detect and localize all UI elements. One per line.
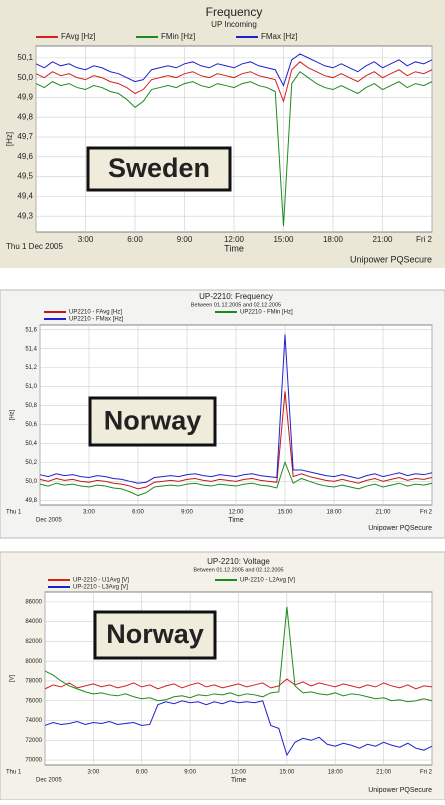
x-tick-label: 15:00	[279, 770, 295, 776]
y-tick-label: 70000	[25, 758, 42, 764]
footer: Unipower PQSecure	[368, 787, 432, 794]
x-tick-label: 21:00	[376, 770, 392, 776]
y-tick-label: 82000	[25, 639, 42, 645]
y-tick-label: 50,8	[25, 403, 37, 409]
x-tick-label: 3:00	[88, 770, 100, 776]
y-tick-label: 51,0	[25, 384, 37, 390]
annotation: Norway	[106, 619, 204, 649]
legend-label: UP-2210 - L3Avg [V]	[73, 585, 128, 591]
x-tick-label: Thu 1	[6, 770, 22, 776]
x-tick-label: 12:00	[231, 770, 247, 776]
y-tick-label: 50,6	[25, 422, 37, 428]
y-tick-label: 49,9	[17, 93, 33, 102]
legend-label: UP2210 - FAvg [Hz]	[69, 310, 122, 316]
chart-title: UP-2210: Voltage	[207, 557, 270, 566]
y-tick-label: 80000	[25, 659, 42, 665]
y-tick-label: 84000	[25, 619, 42, 625]
x-axis-label: Time	[231, 777, 246, 784]
chart-title: UP-2210: Frequency	[199, 292, 273, 301]
x-tick-label: 6:00	[132, 510, 144, 516]
y-tick-label: 72000	[25, 738, 42, 744]
legend-label: UP-2210 - L2Avg [V]	[240, 578, 295, 584]
series-line	[44, 678, 433, 690]
series-line	[39, 460, 433, 497]
chart-subtitle: Between 01.12.2005 and 02.12.2005	[191, 302, 281, 308]
x-tick-label: 21:00	[372, 235, 393, 244]
legend-label: FMax [Hz]	[261, 32, 297, 41]
x-axis-label: Time	[228, 517, 243, 524]
y-tick-label: 49,3	[17, 211, 33, 220]
y-tick-label: 49,5	[17, 172, 33, 181]
legend-label: UP2210 - FMax [Hz]	[69, 317, 124, 323]
date-note: Dec 2005	[36, 518, 62, 524]
x-tick-label: 6:00	[127, 235, 143, 244]
y-tick-label: 49,6	[17, 152, 33, 161]
y-axis-label: [V]	[10, 675, 16, 683]
x-tick-label: 18:00	[323, 235, 344, 244]
y-tick-label: 86000	[25, 599, 42, 605]
series-line	[35, 61, 433, 104]
y-tick-label: 51,4	[25, 346, 37, 352]
series-line	[35, 53, 433, 87]
legend-label: UP2210 - FMin [Hz]	[240, 310, 293, 316]
annotation-box	[88, 396, 217, 447]
x-tick-label: 9:00	[177, 235, 193, 244]
x-tick-label: 21:00	[375, 510, 391, 516]
date-note: Dec 2005	[36, 778, 62, 784]
annotation: Sweden	[108, 153, 210, 183]
y-tick-label: 50,2	[25, 460, 37, 466]
y-tick-label: 49,8	[25, 498, 37, 504]
x-tick-label: 12:00	[224, 235, 245, 244]
x-tick-label: Thu 1 Dec 2005	[6, 242, 63, 251]
y-axis-label: [Hz]	[5, 132, 14, 146]
y-tick-label: 50,0	[25, 479, 37, 485]
x-tick-label: 6:00	[136, 770, 148, 776]
footer: Unipower PQSecure	[368, 525, 432, 532]
y-tick-label: 49,4	[17, 191, 33, 200]
y-tick-label: 50,4	[25, 441, 37, 447]
series-line	[44, 700, 433, 757]
y-tick-label: 50,0	[17, 73, 33, 82]
footer: Unipower PQSecure	[350, 254, 432, 264]
chart-subtitle: Between 01.12.2005 and 02.12.2005	[193, 567, 283, 573]
annotation: Norway	[104, 406, 202, 436]
x-tick-label: 3:00	[78, 235, 94, 244]
x-tick-label: Fri 2	[416, 235, 433, 244]
annotation-box	[93, 610, 217, 660]
series-line	[44, 606, 433, 703]
legend-label: FMin [Hz]	[161, 32, 195, 41]
x-tick-label: Fri 2	[420, 770, 433, 776]
x-tick-label: 9:00	[181, 510, 193, 516]
y-tick-label: 49,7	[17, 132, 33, 141]
x-tick-label: 15:00	[273, 235, 294, 244]
legend-label: FAvg [Hz]	[61, 32, 96, 41]
legend-label: UP-2210 - U1Avg [V]	[73, 578, 129, 584]
y-tick-label: 74000	[25, 718, 42, 724]
series-line	[39, 334, 433, 484]
series-line	[39, 391, 433, 490]
y-tick-label: 50,1	[17, 53, 33, 62]
x-tick-label: 15:00	[277, 510, 293, 516]
x-tick-label: 9:00	[184, 770, 196, 776]
x-tick-label: 12:00	[228, 510, 244, 516]
series-line	[35, 71, 433, 227]
y-tick-label: 76000	[25, 698, 42, 704]
y-tick-label: 49,8	[17, 112, 33, 121]
x-axis-label: Time	[224, 243, 244, 253]
x-tick-label: 18:00	[326, 510, 342, 516]
x-tick-label: Thu 1	[6, 510, 22, 516]
x-tick-label: 18:00	[328, 770, 344, 776]
x-tick-label: Fri 2	[420, 510, 433, 516]
x-tick-label: 3:00	[83, 510, 95, 516]
y-tick-label: 51,2	[25, 365, 37, 371]
chart-subtitle: UP Incoming	[211, 20, 257, 29]
chart-title: Frequency	[206, 5, 263, 19]
y-axis-label: [Hz]	[10, 409, 16, 420]
y-tick-label: 78000	[25, 679, 42, 685]
annotation-box	[86, 146, 232, 192]
y-tick-label: 51,6	[25, 327, 37, 333]
